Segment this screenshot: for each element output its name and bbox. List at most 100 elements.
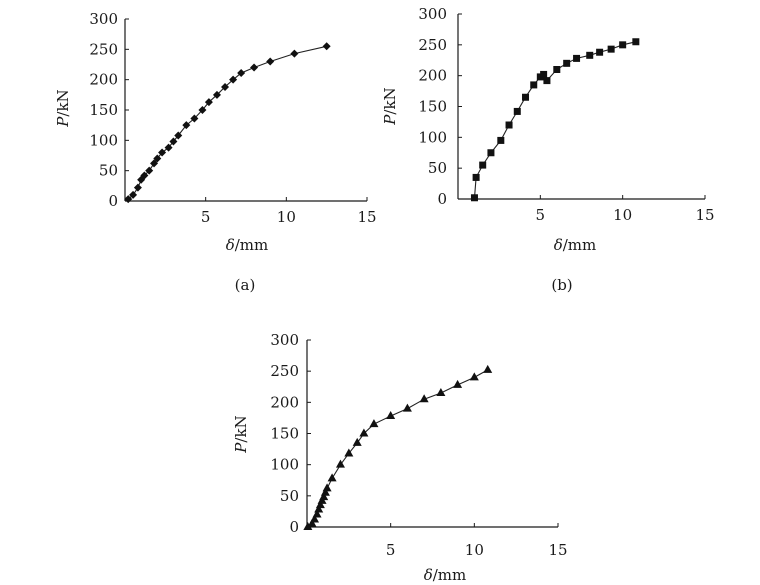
data-point-triangle [369,419,379,428]
data-point-diamond [150,159,159,168]
data-point-triangle [310,514,320,523]
data-point-triangle [314,504,324,513]
data-point-triangle [344,448,354,457]
data-point-square [543,77,551,85]
x-tick-label: 5 [201,208,211,226]
y-tick-label: 250 [89,40,118,58]
data-point-triangle [303,522,313,530]
data-point-triangle [320,487,330,496]
x-axis-label: δ/mm [554,236,597,254]
data-point-diamond [164,143,173,152]
x-tick-label: 10 [465,541,484,559]
data-point-square [563,59,571,67]
y-tick-label: 250 [418,36,447,54]
data-point-triangle [352,437,362,446]
y-axis-label: P/kN [54,89,72,127]
x-tick-label: 5 [386,541,396,559]
x-axis-label-unit: /mm [563,236,597,254]
data-point-square [479,161,487,169]
data-point-square [530,81,538,89]
data-point-triangle [335,459,345,468]
data-point-square [497,136,505,144]
data-point-diamond [124,195,133,204]
data-point-diamond [212,90,221,99]
data-point-triangle [419,394,429,403]
panel-label: (b) [551,276,572,294]
data-point-square [540,70,548,78]
y-axis-label-symbol: P [232,442,250,454]
data-point-square [596,48,604,56]
x-tick-label: 15 [548,541,567,559]
data-point-square [487,149,495,157]
y-tick-label: 150 [270,425,299,443]
series-line [307,369,488,528]
y-axis-label-symbol: P [381,114,399,126]
data-point-diamond [229,75,238,84]
y-tick-label: 300 [418,5,447,23]
data-point-diamond [129,190,138,199]
data-point-diamond [182,121,191,130]
y-tick-label: 200 [418,67,447,85]
data-point-diamond [145,166,154,175]
data-point-diamond [237,68,246,77]
data-point-square [573,54,581,62]
data-point-triangle [436,387,446,396]
data-point-diamond [140,171,149,180]
data-point-square [586,51,594,59]
data-point-square [472,173,480,181]
y-tick-label: 150 [89,101,118,119]
series-line [127,45,327,200]
data-point-triangle [319,492,329,501]
data-point-diamond [322,42,331,51]
data-point-diamond [266,57,275,66]
data-point-triangle [312,509,322,518]
data-point-diamond [158,148,167,157]
y-tick-label: 0 [437,190,447,208]
x-axis-label-unit: /mm [235,236,269,254]
data-point-diamond [221,82,230,91]
x-axis-label: δ/mm [226,236,269,254]
y-axis-label: P/kN [381,87,399,125]
y-axis-label-symbol: P [54,116,72,128]
y-tick-label: 300 [89,10,118,28]
data-point-diamond [174,131,183,140]
chart-panel-3: 0 50 100 150 200 250 300 5 10 15 δ/mm P/kN [232,331,568,584]
y-axis-label: P/kN [232,415,250,453]
y-tick-label: 0 [289,518,299,536]
y-tick-label: 200 [89,71,118,89]
x-tick-label: 15 [357,208,376,226]
data-point-diamond [190,114,199,123]
y-tick-label: 50 [428,159,447,177]
data-point-triangle [315,500,325,509]
data-point-triangle [359,428,369,437]
data-point-triangle [483,364,493,373]
data-point-triangle [402,403,412,412]
data-point-diamond [153,154,162,163]
y-tick-label: 300 [270,331,299,349]
y-tick-label: 50 [280,487,299,505]
y-axis-label-unit: /kN [54,89,72,116]
x-tick-label: 15 [695,206,714,224]
x-tick-label: 5 [536,206,546,224]
data-point-triangle [307,518,317,527]
y-tick-label: 100 [89,131,118,149]
y-tick-label: 0 [108,192,118,210]
y-tick-label: 100 [418,128,447,146]
y-tick-label: 150 [418,98,447,116]
y-tick-label: 100 [270,456,299,474]
data-point-diamond [250,63,259,72]
data-point-square [553,66,561,73]
data-point-triangle [469,372,479,381]
data-point-diamond [169,137,178,146]
data-point-square [505,121,513,129]
data-point-diamond [133,183,142,192]
data-point-diamond [204,98,213,107]
data-point-square [607,45,615,53]
y-tick-label: 50 [99,162,118,180]
data-point-triangle [322,483,332,492]
data-point-square [513,107,521,115]
y-axis-label-unit: /kN [381,87,399,114]
data-point-square [619,41,627,49]
chart-panel-1: 0 50 100 150 200 250 300 5 10 15 δ/mm P/kN (a) [54,10,377,294]
